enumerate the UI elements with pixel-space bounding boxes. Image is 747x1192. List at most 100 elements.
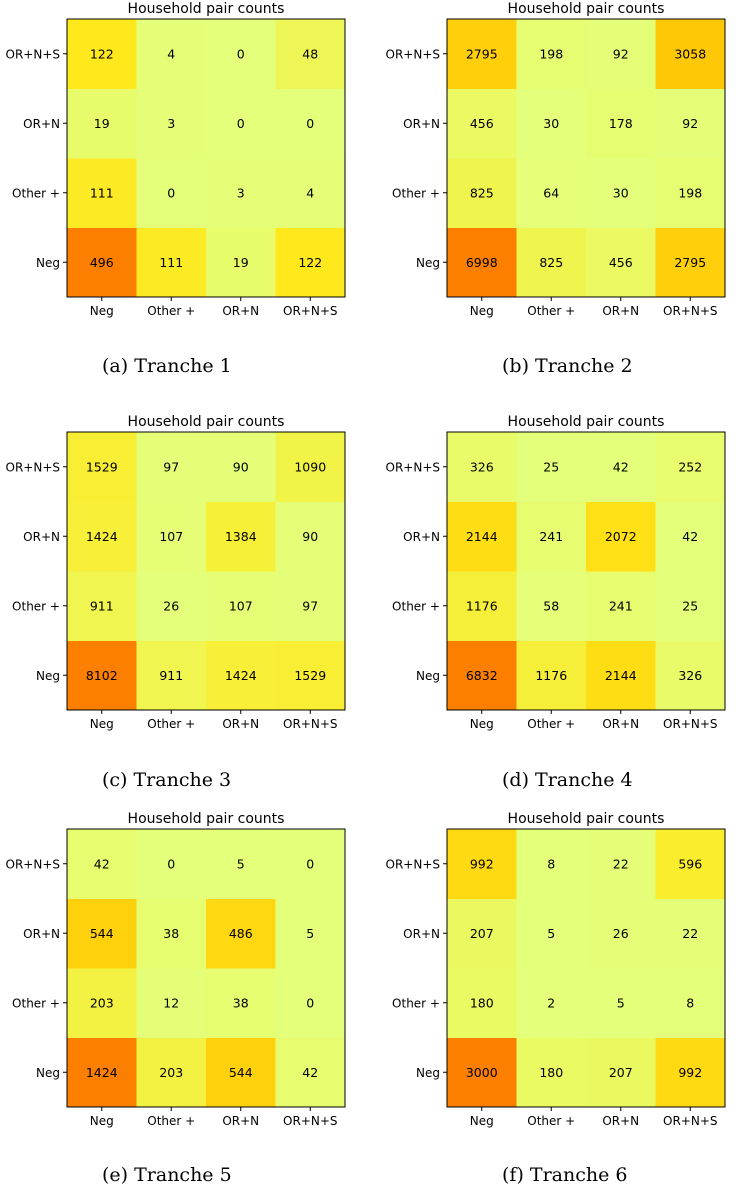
heatmap-cell bbox=[206, 1037, 276, 1108]
heatmap-cell bbox=[586, 829, 656, 899]
cell-value-label: 5 bbox=[617, 995, 625, 1010]
x-tick-label: OR+N+S bbox=[663, 1114, 718, 1128]
x-tick-label: Other + bbox=[147, 304, 195, 318]
heatmap-cell bbox=[67, 898, 137, 969]
heatmap-cell bbox=[275, 432, 346, 502]
cell-value-label: 42 bbox=[682, 529, 698, 544]
heatmap-cell bbox=[655, 968, 726, 1038]
heatmap-cell bbox=[447, 898, 517, 969]
heatmap-cell bbox=[136, 640, 207, 711]
chart-title: Household pair counts bbox=[128, 414, 285, 430]
heatmap-cell bbox=[275, 571, 346, 641]
heatmap-chart: Household pair counts 1424 203 544 42 203 12 38… bbox=[6, 811, 346, 1128]
heatmap-cell bbox=[655, 571, 726, 641]
heatmap-cell bbox=[447, 158, 517, 228]
cell-value-label: 19 bbox=[233, 255, 249, 270]
cell-value-label: 0 bbox=[306, 856, 314, 871]
heatmap-cell bbox=[655, 898, 726, 969]
heatmap-cell bbox=[586, 227, 656, 298]
cell-value-label: 38 bbox=[233, 995, 249, 1010]
heatmap-cell bbox=[447, 968, 517, 1038]
x-tick-label: Other + bbox=[527, 717, 575, 731]
x-tick-label: Neg bbox=[90, 304, 114, 318]
x-tick-label: Neg bbox=[90, 717, 114, 731]
heatmap-cell bbox=[67, 158, 137, 228]
cell-value-label: 26 bbox=[613, 926, 629, 941]
heatmap-cell bbox=[655, 19, 726, 89]
heatmap-cell bbox=[275, 968, 346, 1038]
cell-value-label: 42 bbox=[94, 856, 110, 871]
x-tick-label: Neg bbox=[470, 1114, 494, 1128]
heatmap-cell bbox=[447, 88, 517, 159]
heatmap-cell bbox=[516, 158, 587, 228]
cell-value-label: 5 bbox=[547, 926, 555, 941]
heatmap-panel: Household pair counts 8102 911 1424 1529 911 2… bbox=[6, 413, 365, 750]
heatmap-cell bbox=[206, 968, 276, 1038]
heatmap-cell bbox=[275, 158, 346, 228]
cell-value-label: 30 bbox=[613, 185, 629, 200]
y-tick-label: Neg bbox=[36, 256, 60, 270]
cell-value-label: 107 bbox=[229, 598, 253, 613]
cell-value-label: 6998 bbox=[466, 255, 498, 270]
heatmap-cell bbox=[655, 1037, 726, 1108]
cell-value-label: 596 bbox=[678, 856, 702, 871]
y-tick-label: OR+N bbox=[23, 530, 60, 544]
cell-value-label: 22 bbox=[682, 926, 698, 941]
cell-value-label: 8 bbox=[547, 856, 555, 871]
heatmap-cell bbox=[136, 158, 207, 228]
cell-value-label: 0 bbox=[306, 995, 314, 1010]
heatmap-chart: Household pair counts 496 111 19 122 111 0 3 4 19… bbox=[6, 1, 346, 318]
heatmap-cell bbox=[586, 158, 656, 228]
subfigure-caption: (f) Tranche 6 bbox=[502, 1164, 628, 1186]
heatmap-cell bbox=[516, 19, 587, 89]
y-tick-label: OR+N bbox=[403, 530, 440, 544]
cell-value-label: 496 bbox=[90, 255, 114, 270]
heatmap-cell bbox=[516, 571, 587, 641]
cell-value-label: 42 bbox=[613, 459, 629, 474]
heatmap-cell bbox=[206, 898, 276, 969]
cell-value-label: 92 bbox=[613, 46, 629, 61]
subfigure-caption: (c) Tranche 3 bbox=[102, 769, 232, 791]
heatmap-cell bbox=[447, 829, 517, 899]
heatmap-cell bbox=[136, 501, 207, 572]
cell-value-label: 1090 bbox=[294, 459, 326, 474]
cell-value-label: 3 bbox=[167, 116, 175, 131]
x-tick-label: Other + bbox=[147, 717, 195, 731]
y-tick-label: OR+N+S bbox=[386, 857, 441, 871]
heatmap-cell bbox=[516, 88, 587, 159]
cell-value-label: 544 bbox=[229, 1065, 253, 1080]
cell-value-label: 2795 bbox=[466, 46, 498, 61]
cell-value-label: 8102 bbox=[86, 668, 118, 683]
heatmap-cell bbox=[136, 432, 207, 502]
cell-value-label: 1529 bbox=[86, 459, 118, 474]
heatmap-cell bbox=[655, 829, 726, 899]
subfigure-caption: (d) Tranche 4 bbox=[502, 769, 633, 791]
cell-value-label: 38 bbox=[163, 926, 179, 941]
heatmap-cell bbox=[586, 88, 656, 159]
cell-value-label: 0 bbox=[237, 116, 245, 131]
y-tick-label: OR+N bbox=[403, 927, 440, 941]
chart-title: Household pair counts bbox=[128, 811, 285, 827]
y-tick-label: OR+N+S bbox=[6, 857, 61, 871]
heatmap-cell bbox=[206, 227, 276, 298]
y-tick-label: OR+N+S bbox=[386, 460, 441, 474]
cell-value-label: 4 bbox=[306, 185, 314, 200]
heatmap-cell bbox=[586, 640, 656, 711]
heatmap-cell bbox=[67, 571, 137, 641]
cell-value-label: 97 bbox=[302, 598, 318, 613]
x-tick-label: OR+N bbox=[602, 717, 639, 731]
cell-value-label: 203 bbox=[90, 995, 114, 1010]
heatmap-cell bbox=[447, 1037, 517, 1108]
cell-value-label: 203 bbox=[159, 1065, 183, 1080]
subfigure-caption: (b) Tranche 2 bbox=[502, 355, 633, 377]
heatmap-cell bbox=[67, 501, 137, 572]
y-tick-label: Other + bbox=[392, 186, 440, 200]
cell-value-label: 2144 bbox=[466, 529, 498, 544]
heatmap-chart: Household pair counts 3000 180 207 992 180 2 5 8… bbox=[386, 811, 726, 1128]
heatmap-cell bbox=[206, 432, 276, 502]
cell-value-label: 58 bbox=[543, 598, 559, 613]
cell-value-label: 0 bbox=[237, 46, 245, 61]
heatmap-panel: Household pair counts 6998 825 456 2795 825 64… bbox=[386, 0, 745, 337]
cell-value-label: 122 bbox=[90, 46, 114, 61]
heatmap-cell bbox=[655, 640, 726, 711]
